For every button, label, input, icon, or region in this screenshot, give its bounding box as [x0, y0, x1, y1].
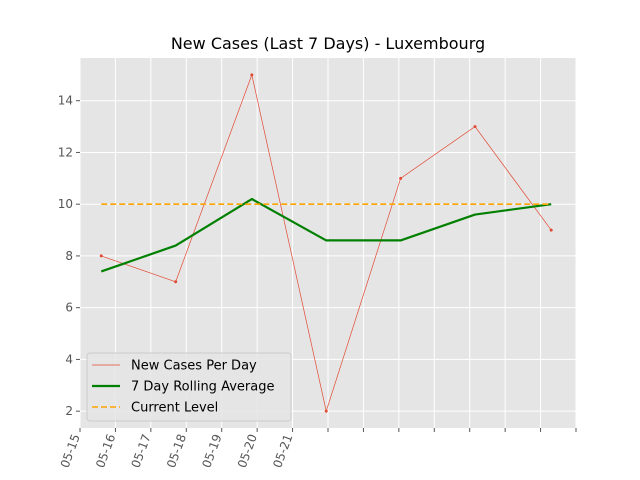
y-tick-label: 4	[65, 352, 73, 366]
chart-title: New Cases (Last 7 Days) - Luxembourg	[171, 34, 485, 53]
y-tick-label: 8	[65, 249, 73, 263]
data-point-new-cases	[324, 409, 328, 413]
y-tick-label: 10	[58, 197, 73, 211]
data-point-new-cases	[399, 176, 403, 180]
y-tick-label: 6	[65, 301, 73, 315]
data-point-new-cases	[473, 125, 477, 129]
data-point-new-cases	[99, 254, 103, 258]
legend-label: New Cases Per Day	[131, 359, 257, 374]
y-tick-label: 12	[58, 145, 73, 159]
y-tick-label: 14	[58, 94, 73, 108]
data-point-new-cases	[174, 280, 178, 284]
data-point-new-cases	[549, 228, 553, 232]
series-layer	[99, 73, 553, 413]
legend-label: Current Level	[131, 401, 218, 416]
data-point-new-cases	[250, 73, 254, 77]
grid	[79, 58, 577, 428]
y-axis: 2 4 6 8 10 12 14	[58, 94, 80, 418]
series-line-rolling-average	[100, 197, 552, 273]
legend: New Cases Per Day 7 Day Rolling Average Cu…	[86, 352, 292, 422]
legend-label: 7 Day Rolling Average	[131, 380, 274, 395]
y-tick-label: 2	[65, 404, 73, 418]
legend-box	[86, 352, 292, 422]
